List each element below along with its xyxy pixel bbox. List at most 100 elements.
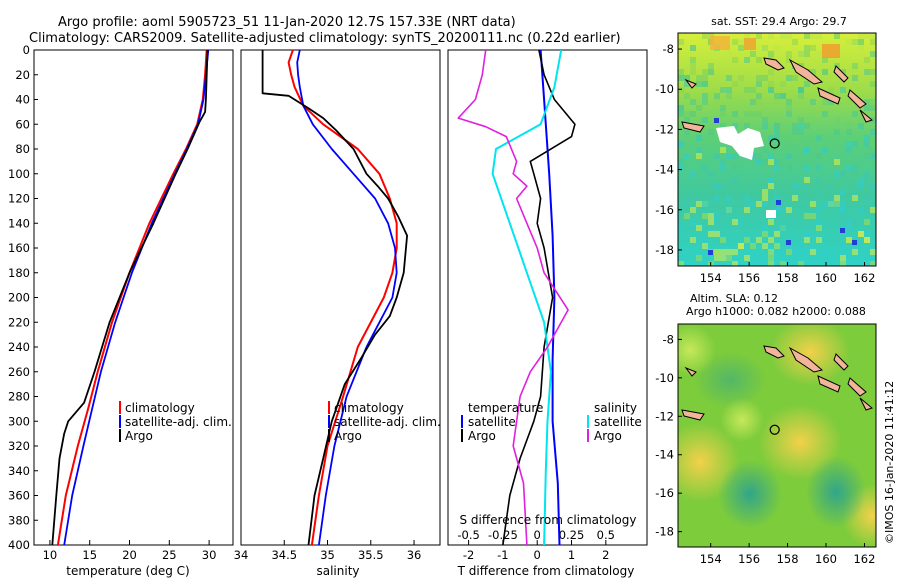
sst-pixel	[822, 111, 828, 117]
series-satellite-adj-clim-	[296, 50, 398, 545]
sst-pixel	[732, 39, 738, 45]
sst-pixel	[690, 207, 696, 213]
sst-pixel	[840, 87, 846, 93]
sst-pixel	[720, 147, 726, 153]
sst-pixel	[702, 69, 708, 75]
sst-pixel	[768, 159, 774, 165]
sst-pixel	[768, 201, 774, 207]
sst-pixel	[750, 99, 756, 105]
legend-label-t-argo: Argo	[468, 429, 496, 443]
sst-pixel	[756, 57, 762, 63]
sst-pixel	[720, 237, 726, 243]
sst-warm-patch	[744, 38, 756, 50]
sst-pixel	[786, 105, 792, 111]
sst-pixel	[726, 153, 732, 159]
sst-pixel	[768, 33, 774, 39]
sst-pixel	[696, 81, 702, 87]
sst-pixel	[756, 99, 762, 105]
sst-pixel	[744, 123, 750, 129]
sst-pixel	[792, 75, 798, 81]
sst-cold-pixel	[786, 240, 791, 245]
sst-pixel	[798, 51, 804, 57]
sst-pixel	[786, 207, 792, 213]
sst-pixel	[786, 99, 792, 105]
sst-pixel	[756, 159, 762, 165]
sst-pixel	[786, 33, 792, 39]
depth-tick-label: 360	[8, 489, 30, 503]
sst-pixel	[786, 51, 792, 57]
sst-pixel	[816, 33, 822, 39]
temperature-tick-label: 20	[122, 548, 137, 562]
sst-pixel	[702, 93, 708, 99]
map-lon-label: 158	[777, 271, 799, 285]
salinity-tick-label: 34.5	[271, 548, 297, 562]
depth-tick-label: 280	[8, 390, 30, 404]
sst-warm-patch	[710, 36, 730, 50]
sst-pixel	[678, 165, 684, 171]
sst-pixel	[756, 201, 762, 207]
sst-pixel	[768, 177, 774, 183]
depth-tick-label: 20	[15, 68, 30, 82]
sst-pixel	[828, 183, 834, 189]
sst-pixel	[708, 69, 714, 75]
depth-tick-label: 120	[8, 192, 30, 206]
map-lon-label: 154	[700, 552, 722, 566]
sst-pixel	[840, 189, 846, 195]
sst-pixel	[852, 189, 858, 195]
sst-pixel	[684, 117, 690, 123]
sst-pixel	[732, 219, 738, 225]
map-lon-label: 160	[815, 552, 837, 566]
sst-cold-pixel	[708, 250, 713, 255]
salinity-tick-label: 34	[234, 548, 249, 562]
salinity-chart: 34 34.5 35 35.5 36 climatology satellite-adj…	[234, 49, 441, 578]
sst-pixel	[714, 249, 720, 255]
map-lat-label: -10	[655, 371, 674, 385]
sst-pixel	[696, 147, 702, 153]
sst-pixel	[678, 87, 684, 93]
sst-pixel	[732, 177, 738, 183]
sst-pixel	[768, 69, 774, 75]
sst-pixel	[822, 201, 828, 207]
sst-pixel	[678, 159, 684, 165]
sst-pixel	[678, 75, 684, 81]
s-difference-tick-label: 0.25	[559, 528, 585, 542]
depth-tick-label: 340	[8, 464, 30, 478]
sst-pixel	[732, 153, 738, 159]
sst-pixel	[792, 129, 798, 135]
sst-pixel	[720, 165, 726, 171]
sst-pixel	[684, 81, 690, 87]
depth-tick-label: 400	[8, 538, 30, 552]
map-lon-label: 156	[738, 552, 760, 566]
sst-pixel	[768, 87, 774, 93]
sst-pixel	[858, 177, 864, 183]
depth-tick-label: 60	[15, 117, 30, 131]
sst-pixel	[870, 141, 876, 147]
sst-pixel	[864, 177, 870, 183]
sst-pixel	[690, 63, 696, 69]
depth-tick-label: 380	[8, 513, 30, 527]
sst-pixel	[834, 33, 840, 39]
depth-tick-label: 320	[8, 439, 30, 453]
sst-pixel	[804, 231, 810, 237]
sst-pixel	[768, 135, 774, 141]
sst-pixel	[840, 243, 846, 249]
sst-pixel	[840, 201, 846, 207]
sst-pixel	[822, 69, 828, 75]
sst-warm-patch	[822, 44, 840, 58]
t-difference-tick-label: 0	[534, 548, 541, 562]
sst-pixel	[852, 165, 858, 171]
sst-pixel	[684, 111, 690, 117]
temperature-tick-label: 10	[43, 548, 58, 562]
sst-pixel	[864, 33, 870, 39]
sst-pixel	[696, 135, 702, 141]
temperature-tick-label: 15	[82, 548, 97, 562]
sst-pixel	[828, 87, 834, 93]
salinity-lines	[261, 50, 409, 545]
sst-pixel	[768, 183, 774, 189]
sst-pixel	[774, 123, 780, 129]
sst-pixel	[798, 123, 804, 129]
sst-pixel	[690, 57, 696, 63]
sst-pixel	[840, 69, 846, 75]
sst-pixel	[684, 129, 690, 135]
sst-pixel	[870, 39, 876, 45]
